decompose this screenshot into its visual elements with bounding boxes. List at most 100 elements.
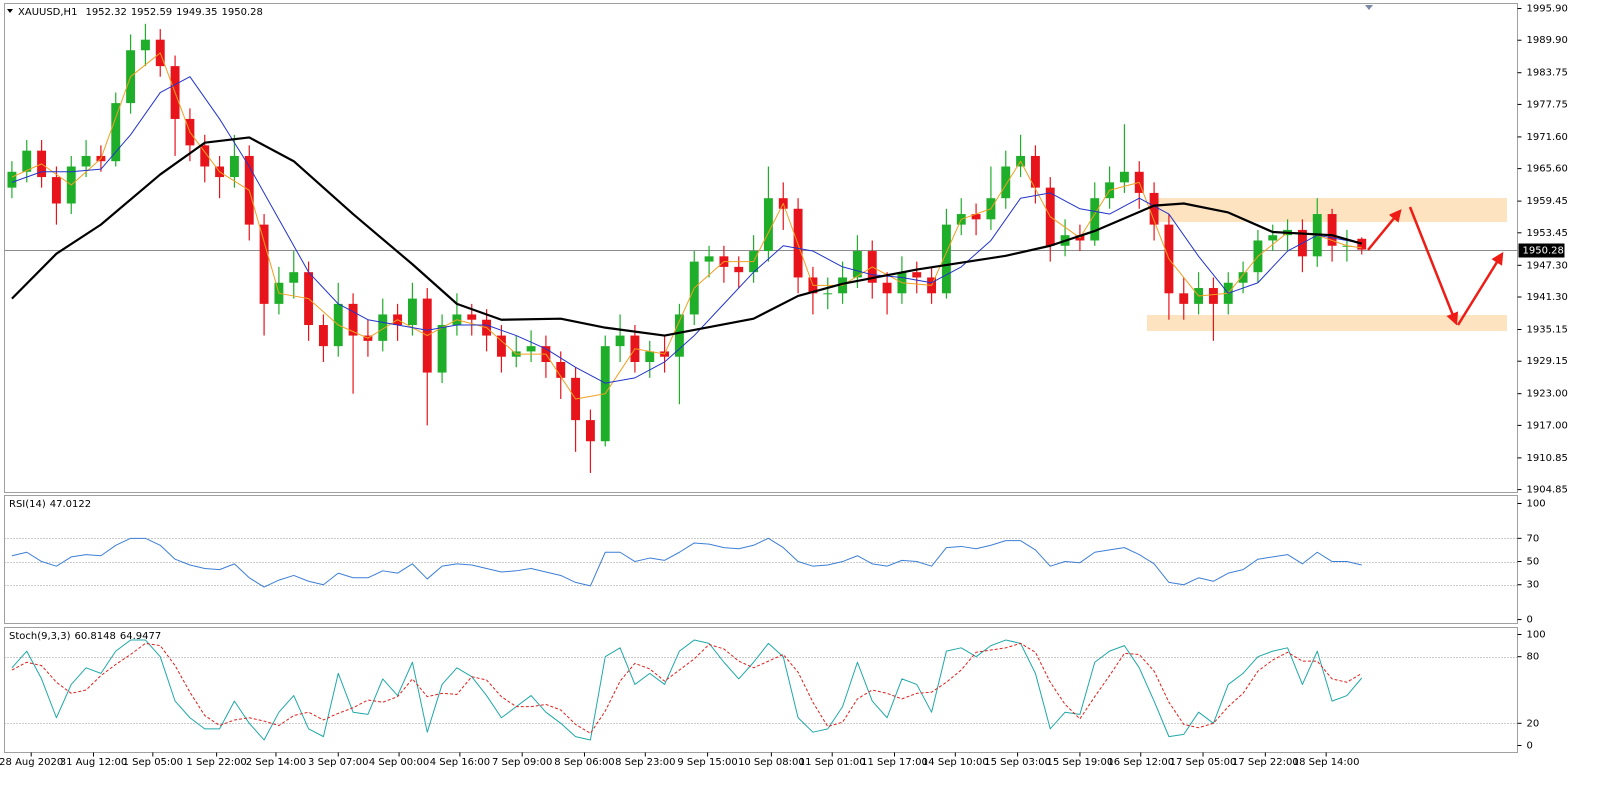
y-tick-label: 0 xyxy=(1527,615,1533,626)
y-tick-label: 1947.30 xyxy=(1527,260,1568,271)
candle-body xyxy=(1357,238,1367,250)
candle-body xyxy=(496,335,506,357)
candle-body xyxy=(467,314,477,320)
candle-body xyxy=(1327,214,1337,246)
x-tick-label: 8 Sep 06:00 xyxy=(554,757,614,768)
candle-body xyxy=(645,351,655,362)
x-tick-label: 31 Aug 12:00 xyxy=(60,757,127,768)
x-tick-label: 8 Sep 23:00 xyxy=(615,757,675,768)
x-tick-label: 1 Sep 22:00 xyxy=(186,757,246,768)
y-tick-label: 1910.85 xyxy=(1527,453,1568,464)
stoch-signal-value: 64.9477 xyxy=(120,631,161,642)
high-value: 1952.59 xyxy=(131,7,172,18)
x-tick-label: 28 Aug 2020 xyxy=(0,757,63,768)
x-tick-label: 3 Sep 07:00 xyxy=(308,757,368,768)
indicator-line xyxy=(11,642,1363,734)
y-tick-label: 1929.15 xyxy=(1527,356,1568,367)
x-tick-label: 7 Sep 09:00 xyxy=(492,757,552,768)
x-tick-label: 17 Sep 22:00 xyxy=(1232,757,1299,768)
x-tick-label: 15 Sep 19:00 xyxy=(1047,757,1114,768)
candle-body xyxy=(1030,155,1040,188)
y-tick-label: 30 xyxy=(1527,580,1540,591)
y-tick-label: 1959.45 xyxy=(1527,196,1568,207)
arrow xyxy=(1456,251,1504,326)
symbol: XAUUSD,H1 xyxy=(18,7,77,18)
moving-average xyxy=(11,136,1363,337)
candle-body xyxy=(437,325,447,373)
y-tick-label: 1989.90 xyxy=(1527,35,1568,46)
candle-body xyxy=(111,103,121,162)
candle-body xyxy=(1238,272,1248,283)
candle-body xyxy=(51,177,61,204)
y-tick-label: 1935.15 xyxy=(1527,325,1568,336)
y-tick-label: 1941.30 xyxy=(1527,292,1568,303)
rsi-panel xyxy=(4,495,1518,624)
stoch-header: Stoch(9,3,3) 60.8148 64.9477 xyxy=(9,631,161,642)
moving-average xyxy=(11,76,1362,384)
candle-body xyxy=(763,198,773,252)
y-tick-label: 20 xyxy=(1527,718,1540,729)
candle-body xyxy=(1001,166,1011,199)
x-tick-label: 18 Sep 14:00 xyxy=(1293,757,1360,768)
forecast-arrows xyxy=(1367,206,1504,326)
open-value: 1952.32 xyxy=(85,7,126,18)
rsi-header: RSI(14) 47.0122 xyxy=(9,499,91,510)
y-tick-label: 1904.85 xyxy=(1527,485,1568,496)
y-tick-label: 0 xyxy=(1527,741,1533,752)
candle-body xyxy=(140,39,150,51)
candle-body xyxy=(556,361,566,378)
y-tick-label: 1953.45 xyxy=(1527,228,1568,239)
menu-marker xyxy=(7,9,13,13)
candle-body xyxy=(289,272,299,283)
main-panel xyxy=(4,3,1518,493)
candle-body xyxy=(318,325,328,347)
candle-body xyxy=(348,303,358,336)
x-tick-label: 14 Sep 10:00 xyxy=(922,757,989,768)
candle-body xyxy=(1149,192,1159,225)
y-tick-label: 1917.00 xyxy=(1527,420,1568,431)
candle-body xyxy=(615,335,625,347)
candle-body xyxy=(941,224,951,294)
y-tick-label: 80 xyxy=(1527,652,1540,663)
y-tick-label: 70 xyxy=(1527,533,1540,544)
y-tick-label: 100 xyxy=(1527,629,1546,640)
x-tick-label: 11 Sep 17:00 xyxy=(861,757,928,768)
close-value: 1950.28 xyxy=(222,7,263,18)
candle-body xyxy=(912,272,922,278)
candle-body xyxy=(7,171,17,188)
candle-body xyxy=(1268,235,1278,241)
y-tick-label: 1923.00 xyxy=(1527,389,1568,400)
candle-body xyxy=(1179,293,1189,304)
y-tick-label: 1977.75 xyxy=(1527,99,1568,110)
candle-body xyxy=(229,155,239,178)
stoch-title: Stoch(9,3,3) xyxy=(9,631,71,642)
y-tick-label: 1965.60 xyxy=(1527,164,1568,175)
shift-marker xyxy=(1365,5,1373,10)
y-tick-label: 100 xyxy=(1527,499,1546,510)
x-tick-label: 10 Sep 08:00 xyxy=(738,757,805,768)
x-tick-label: 4 Sep 00:00 xyxy=(369,757,429,768)
candle-body xyxy=(378,314,388,341)
x-tick-label: 17 Sep 05:00 xyxy=(1170,757,1237,768)
candle-body xyxy=(81,155,91,167)
candle-body xyxy=(734,266,744,273)
price-label: 1950.28 xyxy=(1523,246,1564,257)
plot-layer: 1995.90 1989.90 1983.75 1977.75 1971.60 1965.… xyxy=(0,4,1568,768)
candle-body xyxy=(1090,198,1100,241)
stoch-panel xyxy=(4,627,1518,753)
x-tick-label: 1 Sep 05:00 xyxy=(123,757,183,768)
price-label-box xyxy=(1518,243,1565,258)
indicator-line xyxy=(11,537,1362,588)
x-tick-label: 15 Sep 03:00 xyxy=(984,757,1051,768)
candle-body xyxy=(1119,171,1129,183)
low-value: 1949.35 xyxy=(176,7,217,18)
candle-body xyxy=(526,346,536,352)
y-tick-label: 50 xyxy=(1527,557,1540,568)
candle-body xyxy=(407,298,417,326)
candle-body xyxy=(852,251,862,278)
candle-body xyxy=(1208,288,1218,304)
support-zone xyxy=(1147,315,1507,331)
candle-body xyxy=(971,214,981,220)
